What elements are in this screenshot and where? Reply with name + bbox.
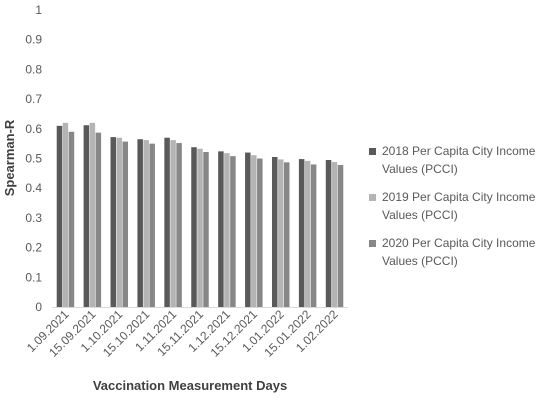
y-tick-label: 0.8 — [25, 62, 42, 76]
bar-series-1 — [191, 147, 197, 307]
bar-series-2 — [331, 162, 338, 307]
y-axis-title: Spearman-R — [2, 119, 17, 196]
legend-swatch — [369, 148, 376, 155]
bar-series-2 — [89, 122, 96, 307]
bar-series-2 — [197, 148, 203, 307]
bar-series-1 — [110, 137, 117, 307]
bar-series-3 — [203, 151, 209, 307]
legend: 2018 Per Capita City Income Values (PCCI… — [369, 142, 549, 280]
bar-series-2 — [304, 160, 311, 307]
bar-series-3 — [283, 162, 290, 307]
bar-series-1 — [218, 151, 224, 307]
bar-series-1 — [245, 152, 251, 307]
bar-series-3 — [310, 164, 317, 307]
bar-series-3 — [68, 131, 75, 307]
y-tick-label: 0.5 — [25, 152, 42, 166]
bar-series-2 — [143, 140, 149, 307]
x-axis-title: Vaccination Measurement Days — [93, 378, 287, 393]
y-tick-label: 0.1 — [25, 270, 42, 284]
legend-swatch — [369, 194, 376, 201]
legend-swatch — [369, 240, 376, 247]
bar-series-2 — [62, 122, 69, 307]
bar-series-1 — [298, 159, 305, 307]
bar-series-1 — [56, 125, 63, 307]
legend-label: 2020 Per Capita City Income Values (PCCI… — [382, 236, 536, 268]
bar-series-1 — [325, 159, 332, 307]
y-tick-label: 0.3 — [25, 211, 42, 225]
bar-series-1 — [137, 139, 143, 307]
legend-label: 2018 Per Capita City Income Values (PCCI… — [382, 144, 536, 176]
bar-series-2 — [170, 140, 176, 307]
y-tick-label: 1 — [35, 3, 42, 17]
bar-series-2 — [251, 155, 257, 307]
bar-series-2 — [224, 153, 230, 307]
bar-series-2 — [277, 159, 284, 307]
legend-item: 2019 Per Capita City Income Values (PCCI… — [369, 188, 549, 234]
y-tick-label: 0.9 — [25, 33, 42, 47]
bar-series-3 — [149, 143, 155, 307]
legend-item: 2018 Per Capita City Income Values (PCCI… — [369, 142, 549, 188]
bar-series-3 — [337, 165, 344, 307]
bar-series-3 — [176, 143, 182, 307]
y-tick-label: 0.2 — [25, 241, 42, 255]
bar-series-3 — [95, 132, 102, 307]
y-axis-ticks: 0 0.1 0.2 0.3 0.4 0.5 0.6 0.7 0.8 0.9 1 — [25, 3, 42, 314]
bar-series-1 — [164, 137, 170, 307]
bar-series-1 — [83, 125, 90, 308]
legend-item: 2020 Per Capita City Income Values (PCCI… — [369, 234, 549, 280]
y-tick-label: 0.7 — [25, 92, 42, 106]
y-tick-label: 0.4 — [25, 181, 42, 195]
bar-series-3 — [230, 156, 236, 307]
bar-series-3 — [257, 158, 263, 307]
bar-series-3 — [122, 141, 129, 307]
bars — [56, 122, 344, 308]
y-tick-label: 0.6 — [25, 122, 42, 136]
x-axis-ticks: 1.09.202115.09.20211.10.202115.10.20211.… — [24, 307, 341, 360]
legend-label: 2019 Per Capita City Income Values (PCCI… — [382, 190, 536, 222]
y-tick-label: 0 — [35, 300, 42, 314]
bar-series-1 — [271, 157, 278, 307]
bar-series-2 — [116, 137, 123, 307]
